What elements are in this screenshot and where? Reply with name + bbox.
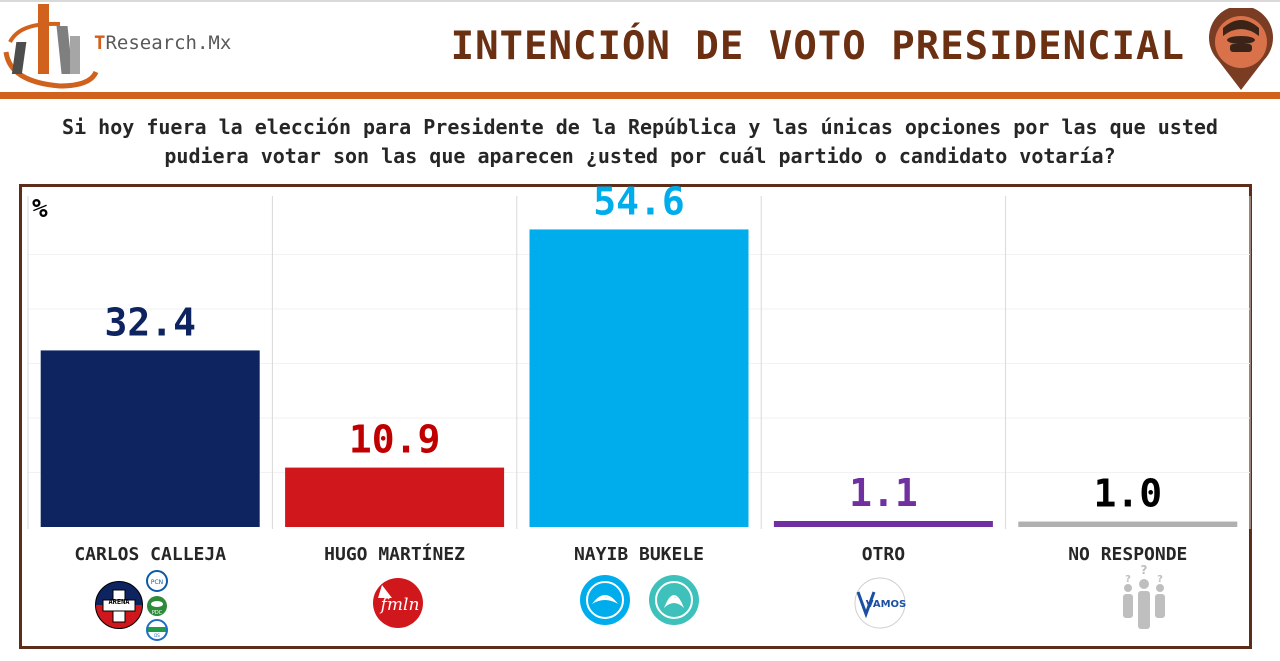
svg-text:PDC: PDC (152, 610, 163, 616)
svg-text:DS: DS (154, 633, 160, 638)
pdc-logo-icon: PDC (147, 596, 167, 616)
vamos-logo-icon: VAMOS (854, 577, 906, 629)
svg-text:?: ? (1125, 574, 1131, 585)
fmln-logo-icon: fmln (373, 578, 423, 628)
location-pin-avatar-icon (1209, 8, 1273, 90)
svg-text:fmln: fmln (379, 595, 420, 615)
top-border (0, 0, 1280, 2)
header-divider (0, 92, 1280, 99)
svg-text:?: ? (1157, 574, 1163, 585)
svg-text:VAMOS: VAMOS (866, 599, 906, 610)
arena-logo-icon: ARENA (95, 581, 143, 629)
svg-text:PCN: PCN (151, 579, 163, 586)
chart-frame (19, 184, 1252, 649)
svg-text:ARENA: ARENA (108, 598, 130, 606)
survey-question: Si hoy fuera la elección para Presidente… (62, 115, 1218, 168)
page-title: INTENCIÓN DE VOTO PRESIDENCIAL (450, 24, 1185, 69)
gana-logo-icon: GANA (580, 575, 630, 625)
header: TResearch.Mx INTENCIÓN DE VOTO PRESIDENC… (0, 0, 1280, 92)
ds-logo-icon: DS (146, 619, 168, 641)
svg-text:GANA: GANA (605, 596, 608, 599)
y-axis-unit: % (32, 194, 48, 224)
svg-text:NUEVAS IDEAS: NUEVAS IDEAS (674, 596, 682, 599)
svg-text:?: ? (1141, 563, 1148, 577)
pcn-logo-icon: PCN (146, 570, 168, 592)
tresearch-logo (3, 4, 99, 89)
nuevas-ideas-logo-icon: NUEVAS IDEAS (649, 575, 699, 625)
people-question-icon: ? ? ? (1123, 563, 1165, 629)
logo-text: TResearch.Mx (94, 32, 232, 54)
